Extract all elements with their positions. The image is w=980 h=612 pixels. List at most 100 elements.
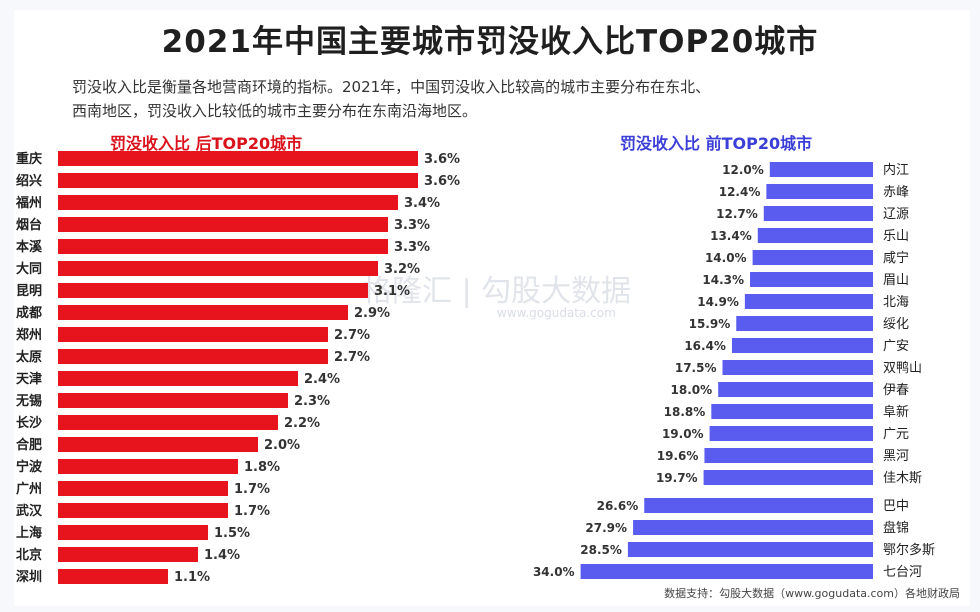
left-value-label: 3.3%: [394, 240, 430, 255]
left-value-label: 3.6%: [424, 152, 460, 167]
left-bar: [58, 239, 388, 254]
right-bar: [722, 360, 873, 375]
right-bar: [580, 564, 873, 579]
right-city-label: 辽源: [883, 207, 909, 222]
left-value-label: 2.9%: [354, 306, 390, 321]
right-city-label: 眉山: [883, 273, 909, 288]
right-value-label: 12.0%: [722, 163, 764, 177]
left-value-label: 1.1%: [174, 570, 210, 585]
left-value-label: 3.3%: [394, 218, 430, 233]
right-chart-title: 罚没收入比 前TOP20城市: [620, 134, 813, 153]
left-value-label: 1.4%: [204, 548, 240, 563]
left-city-label: 太原: [15, 349, 42, 365]
left-bar: [58, 415, 278, 430]
left-value-label: 3.6%: [424, 174, 460, 189]
watermark: 格隆汇 | 勾股大数据: [362, 274, 632, 309]
left-bar: [58, 305, 348, 320]
right-value-label: 19.6%: [657, 449, 699, 463]
right-bar: [709, 426, 873, 441]
right-city-label: 双鸭山: [883, 361, 922, 376]
left-city-label: 武汉: [16, 503, 43, 519]
right-bar: [718, 382, 873, 397]
right-city-label: 七台河: [883, 565, 922, 580]
left-city-label: 天津: [16, 371, 42, 387]
right-city-label: 赤峰: [883, 185, 909, 200]
right-value-label: 18.8%: [664, 405, 706, 419]
right-bar: [763, 206, 873, 221]
left-city-label: 烟台: [16, 217, 42, 233]
right-city-label: 乐山: [883, 229, 909, 244]
right-bar: [769, 162, 873, 177]
left-bar: [58, 195, 398, 210]
right-city-label: 伊春: [883, 383, 909, 398]
left-value-label: 2.4%: [304, 372, 340, 387]
left-bar: [58, 481, 228, 496]
right-value-label: 14.0%: [705, 251, 747, 265]
left-city-label: 深圳: [16, 569, 42, 585]
left-bar: [58, 569, 168, 584]
left-city-label: 北京: [16, 547, 42, 563]
right-value-label: 15.9%: [689, 317, 731, 331]
right-bar: [736, 316, 873, 331]
left-city-label: 无锡: [15, 393, 42, 409]
right-value-label: 34.0%: [533, 565, 575, 579]
left-bar: [58, 151, 418, 166]
left-value-label: 3.4%: [404, 196, 440, 211]
right-bar: [752, 250, 873, 265]
left-city-label: 广州: [16, 481, 42, 497]
left-value-label: 1.7%: [234, 504, 270, 519]
left-bar: [58, 217, 388, 232]
right-value-label: 12.4%: [719, 185, 761, 199]
left-value-label: 1.5%: [214, 526, 250, 541]
right-city-label: 黑河: [883, 449, 909, 464]
left-bar: [58, 525, 208, 540]
right-bar: [731, 338, 873, 353]
right-bar: [750, 272, 873, 287]
left-bar: [58, 371, 298, 386]
left-value-label: 1.7%: [234, 482, 270, 497]
right-bar: [633, 520, 873, 535]
description-line-1: 罚没收入比是衡量各地营商环境的指标。2021年，中国罚没收入比较高的城市主要分布…: [72, 78, 711, 96]
left-value-label: 2.7%: [334, 328, 370, 343]
left-bar: [58, 261, 378, 276]
right-city-label: 绥化: [883, 317, 909, 332]
left-value-label: 1.8%: [244, 460, 280, 475]
left-city-label: 宁波: [16, 459, 43, 475]
left-value-label: 2.2%: [284, 416, 320, 431]
left-bar: [58, 503, 228, 518]
right-city-label: 咸宁: [883, 250, 909, 266]
left-city-label: 重庆: [16, 151, 42, 167]
right-value-label: 12.7%: [716, 207, 758, 221]
right-value-label: 26.6%: [597, 499, 639, 513]
right-value-label: 14.9%: [697, 295, 739, 309]
left-city-label: 上海: [16, 525, 42, 541]
left-chart-title: 罚没收入比 后TOP20城市: [110, 134, 303, 153]
right-bar: [627, 542, 873, 557]
watermark-url: www.gogudata.com: [497, 306, 616, 320]
right-city-label: 广元: [883, 427, 909, 442]
right-city-label: 盘锦: [883, 520, 909, 536]
right-city-label: 北海: [883, 295, 909, 310]
left-city-label: 长沙: [16, 415, 42, 431]
left-city-label: 福州: [15, 195, 42, 211]
right-value-label: 17.5%: [675, 361, 717, 375]
right-value-label: 16.4%: [684, 339, 726, 353]
left-city-label: 郑州: [16, 327, 42, 343]
right-value-label: 14.3%: [702, 273, 744, 287]
right-value-label: 27.9%: [585, 521, 627, 535]
right-city-label: 鄂尔多斯: [883, 542, 935, 558]
left-bar: [58, 283, 368, 298]
left-value-label: 2.0%: [264, 438, 300, 453]
left-bar: [58, 437, 258, 452]
right-bar: [711, 404, 873, 419]
right-city-label: 巴中: [883, 499, 909, 514]
left-bar: [58, 393, 288, 408]
right-city-label: 佳木斯: [883, 471, 922, 486]
right-value-label: 13.4%: [710, 229, 752, 243]
left-city-label: 绍兴: [16, 173, 42, 189]
left-city-label: 昆明: [16, 283, 42, 299]
right-bar: [757, 228, 873, 243]
left-bar: [58, 349, 328, 364]
description-line-2: 西南地区，罚没收入比较低的城市主要分布在东南沿海地区。: [72, 102, 478, 120]
